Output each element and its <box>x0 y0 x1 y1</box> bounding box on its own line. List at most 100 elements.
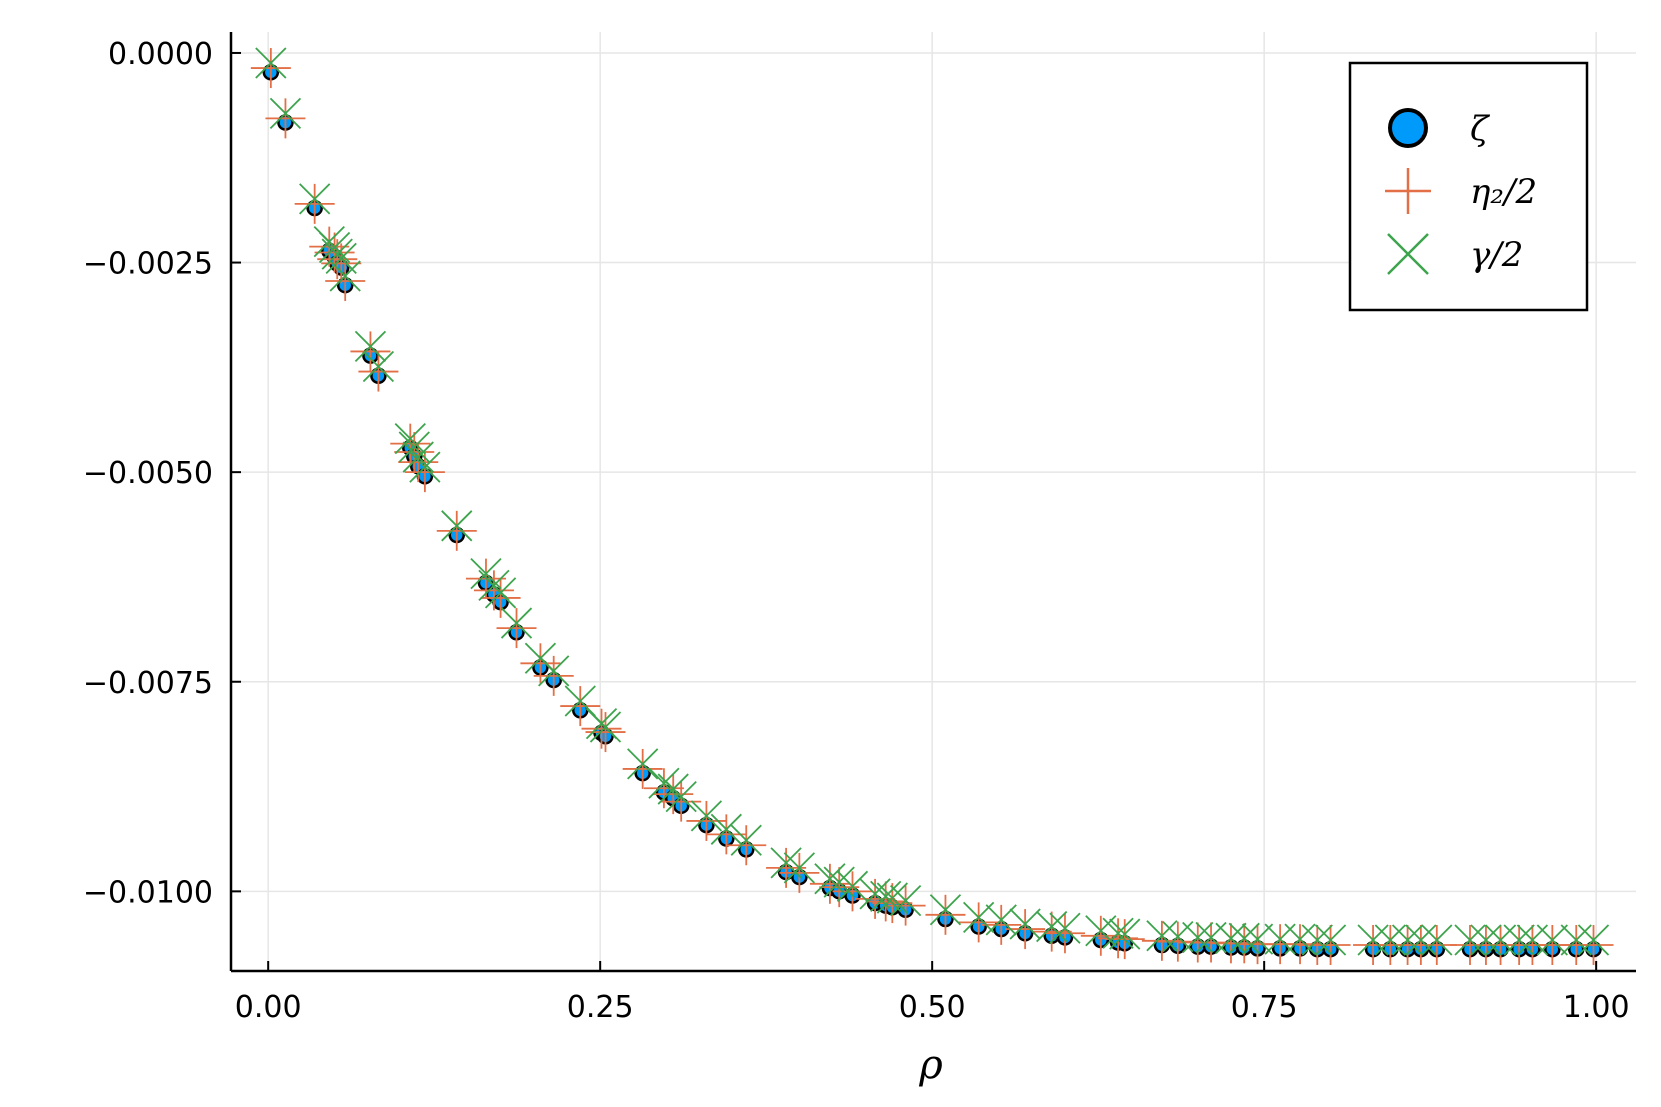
x-tick-label: 0.50 <box>899 990 966 1025</box>
data-point-cross <box>354 330 387 363</box>
data-point-plus <box>398 442 439 483</box>
data-point-cross <box>299 183 331 215</box>
data-point-cross <box>730 824 762 856</box>
series-gamma-half <box>255 47 1610 956</box>
legend-plus-marker-icon <box>1385 168 1431 214</box>
data-point-cross <box>889 884 922 917</box>
y-tick-label: −0.0025 <box>83 247 213 282</box>
data-point-cross <box>589 711 622 743</box>
data-point-plus <box>779 852 820 893</box>
data-point-cross <box>665 780 697 813</box>
data-point-plus <box>265 98 306 139</box>
data-point-cross <box>484 577 517 609</box>
data-point-cross <box>269 97 302 129</box>
data-point-cross <box>500 607 533 639</box>
data-point-plus <box>480 577 521 618</box>
data-point-cross <box>690 800 723 832</box>
data-point-cross <box>1560 924 1592 956</box>
data-point-cross <box>564 685 596 717</box>
data-point-cross <box>1470 924 1502 956</box>
legend-label-zeta: ζ <box>1470 109 1491 149</box>
data-point-cross <box>1484 924 1517 956</box>
data-point-cross <box>255 47 287 79</box>
data-point-cross <box>1228 922 1260 954</box>
legend-label-eta: η₂/2 <box>1470 172 1537 212</box>
data-point-cross <box>394 422 426 455</box>
legend: ζ η₂/2 γ/2 <box>1348 61 1589 312</box>
legend-box <box>1348 61 1589 312</box>
data-point-cross <box>648 767 680 799</box>
data-point-plus <box>560 686 601 727</box>
data-point-cross <box>441 510 473 542</box>
data-point-cross <box>823 866 855 898</box>
data-point-plus <box>653 774 694 815</box>
data-point-cross <box>814 863 846 895</box>
data-point-plus <box>473 570 514 611</box>
data-point-plus <box>661 781 702 822</box>
data-point-cross <box>1215 922 1247 954</box>
data-point-cross <box>1241 923 1274 955</box>
legend-item-eta: η₂/2 <box>1385 168 1537 214</box>
data-point-plus <box>533 655 574 696</box>
data-point-cross <box>402 441 434 473</box>
data-point-cross <box>1421 924 1453 956</box>
y-tick-label: 0.0000 <box>108 37 213 72</box>
y-tick-label: −0.0050 <box>83 456 213 491</box>
data-point-plus <box>581 708 622 749</box>
data-point-cross <box>710 813 742 845</box>
data-point-cross <box>1454 924 1486 956</box>
data-point-cross <box>1405 924 1437 956</box>
data-point-cross <box>1036 910 1068 943</box>
data-point-cross <box>859 878 891 910</box>
data-point-plus <box>1080 915 1121 956</box>
data-point-cross <box>783 852 816 884</box>
data-point-plus <box>436 510 477 551</box>
data-point-cross <box>876 882 908 914</box>
data-point-cross <box>1109 918 1141 950</box>
legend-cross-marker-icon <box>1387 233 1429 275</box>
data-point-cross <box>538 655 570 687</box>
data-point-plus <box>981 904 1022 945</box>
data-point-cross <box>1503 924 1535 956</box>
data-point-cross <box>318 231 351 264</box>
data-point-plus <box>496 608 537 649</box>
data-point-cross <box>1009 908 1041 940</box>
data-point-plus <box>809 863 850 904</box>
data-point-plus <box>1310 925 1351 966</box>
data-point-cross <box>1301 924 1333 956</box>
data-point-cross <box>1049 912 1081 944</box>
data-point-plus <box>958 902 999 943</box>
data-point-plus <box>622 748 663 789</box>
x-tick-label: 0.75 <box>1231 990 1298 1025</box>
x-axis-label: ρ <box>918 1042 943 1088</box>
x-tick-label: 0.00 <box>235 990 302 1025</box>
data-point-plus <box>726 825 767 866</box>
data-point-cross <box>1536 924 1568 956</box>
data-point-plus <box>832 871 873 912</box>
x-tick-label: 0.25 <box>567 990 634 1025</box>
data-point-cross <box>627 748 659 780</box>
data-point-cross <box>398 431 430 463</box>
data-point-plus <box>1005 909 1046 950</box>
x-axis-ticks: 0.00 0.25 0.50 0.75 1.00 <box>235 961 1630 1025</box>
data-point-plus <box>294 183 335 224</box>
data-point-cross <box>929 894 962 926</box>
data-point-cross <box>362 350 395 383</box>
data-point-plus <box>925 894 966 935</box>
data-point-cross <box>836 870 869 902</box>
data-point-cross <box>329 260 361 292</box>
data-point-cross <box>1102 917 1134 949</box>
data-point-cross <box>1146 920 1178 952</box>
data-point-cross <box>409 451 441 483</box>
legend-item-gamma: γ/2 <box>1387 233 1523 275</box>
legend-item-zeta: ζ <box>1388 108 1491 149</box>
data-point-cross <box>1182 921 1214 954</box>
data-point-plus <box>358 351 399 392</box>
axes <box>229 32 1636 973</box>
data-point-plus <box>1044 913 1085 954</box>
y-tick-label: −0.0075 <box>83 666 213 701</box>
legend-label-gamma: γ/2 <box>1470 235 1523 275</box>
data-point-cross <box>870 880 902 913</box>
data-point-cross <box>1577 924 1610 956</box>
data-point-plus <box>885 885 926 926</box>
